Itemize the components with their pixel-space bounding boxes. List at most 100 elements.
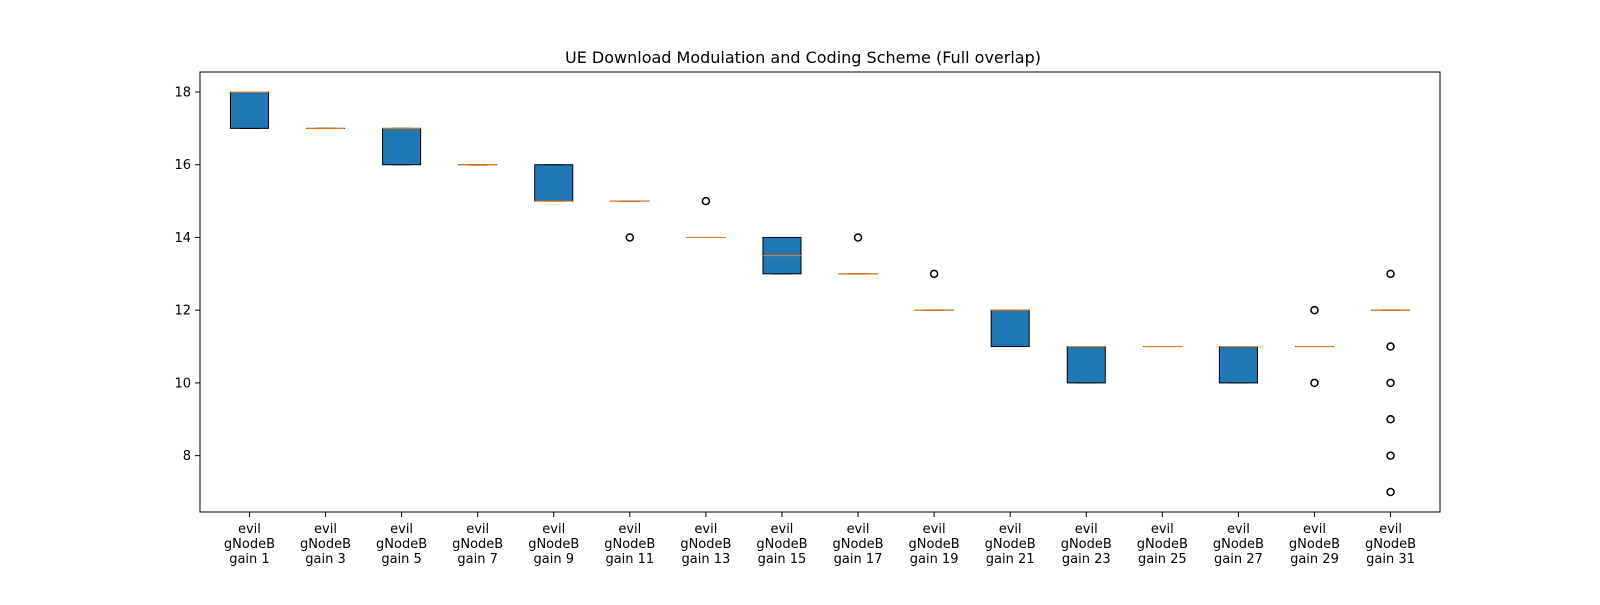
flier-point bbox=[1311, 379, 1318, 386]
flier-point bbox=[626, 234, 633, 241]
flier-point bbox=[702, 198, 709, 205]
x-tick-label-line: gain 29 bbox=[1290, 552, 1339, 567]
x-tick-label-line: gNodeB bbox=[452, 537, 503, 552]
y-tick-label: 18 bbox=[174, 86, 191, 101]
y-tick-label: 16 bbox=[174, 158, 191, 173]
x-tick-label-line: gain 11 bbox=[605, 552, 654, 567]
x-tick-label-line: gain 7 bbox=[457, 552, 497, 567]
x-tick-label-line: gNodeB bbox=[832, 537, 883, 552]
box-group bbox=[383, 128, 421, 164]
x-tick-label-line: evil bbox=[1151, 522, 1174, 537]
box-group bbox=[535, 165, 573, 201]
x-tick-label-line: evil bbox=[618, 522, 641, 537]
flier-point bbox=[931, 270, 938, 277]
x-tick-label-line: gNodeB bbox=[680, 537, 731, 552]
y-tick-label: 8 bbox=[183, 449, 191, 464]
box-group bbox=[687, 198, 725, 238]
x-tick-label-line: evil bbox=[923, 522, 946, 537]
chart-title: UE Download Modulation and Coding Scheme… bbox=[565, 48, 1041, 67]
x-tick-label-line: gain 31 bbox=[1366, 552, 1415, 567]
box-group bbox=[1372, 270, 1410, 495]
box bbox=[1067, 347, 1105, 383]
x-tick-label-line: evil bbox=[390, 522, 413, 537]
x-tick-label-line: evil bbox=[238, 522, 261, 537]
x-tick-label-line: gNodeB bbox=[224, 537, 275, 552]
x-tick-label-line: gain 27 bbox=[1214, 552, 1263, 567]
x-tick-label-line: gain 25 bbox=[1138, 552, 1187, 567]
x-tick-label-line: gNodeB bbox=[985, 537, 1036, 552]
flier-point bbox=[855, 234, 862, 241]
x-tick-label-line: gain 15 bbox=[758, 552, 807, 567]
box-group bbox=[763, 237, 801, 273]
x-tick-label-line: gNodeB bbox=[1289, 537, 1340, 552]
x-tick-label-line: evil bbox=[1227, 522, 1250, 537]
x-tick-label-line: gain 17 bbox=[834, 552, 883, 567]
x-tick-label-line: evil bbox=[1303, 522, 1326, 537]
x-tick-label-line: evil bbox=[847, 522, 870, 537]
box bbox=[383, 128, 421, 164]
x-tick-label-line: evil bbox=[466, 522, 489, 537]
x-tick-label-line: gNodeB bbox=[604, 537, 655, 552]
flier-point bbox=[1387, 343, 1394, 350]
y-axis: 8 10 12 14 16 18 bbox=[174, 86, 200, 465]
y-tick-label: 10 bbox=[174, 376, 191, 391]
x-tick-label-line: gNodeB bbox=[300, 537, 351, 552]
flier-point bbox=[1311, 307, 1318, 314]
x-tick-label-line: evil bbox=[542, 522, 565, 537]
x-tick-label-line: gain 9 bbox=[534, 552, 574, 567]
x-tick-label-line: gNodeB bbox=[1365, 537, 1416, 552]
x-tick-label-line: gNodeB bbox=[1137, 537, 1188, 552]
x-tick-label-line: gNodeB bbox=[528, 537, 579, 552]
box-marks bbox=[230, 92, 1409, 496]
flier-point bbox=[1387, 489, 1394, 496]
box-group bbox=[230, 92, 268, 128]
x-tick-label-line: gNodeB bbox=[1061, 537, 1112, 552]
x-tick-label-line: evil bbox=[314, 522, 337, 537]
x-tick-label-line: gNodeB bbox=[909, 537, 960, 552]
x-tick-label-line: evil bbox=[1379, 522, 1402, 537]
x-tick-label-line: evil bbox=[999, 522, 1022, 537]
y-tick-label: 14 bbox=[174, 231, 191, 246]
flier-point bbox=[1387, 416, 1394, 423]
y-tick-label: 12 bbox=[174, 304, 191, 319]
x-tick-label-line: evil bbox=[771, 522, 794, 537]
box-group bbox=[1295, 307, 1333, 387]
box bbox=[535, 165, 573, 201]
x-tick-label-line: gain 1 bbox=[229, 552, 269, 567]
flier-point bbox=[1387, 379, 1394, 386]
x-tick-label-line: gain 13 bbox=[682, 552, 731, 567]
x-tick-label-line: gNodeB bbox=[376, 537, 427, 552]
x-tick-label-line: gain 3 bbox=[305, 552, 345, 567]
x-tick-label-line: evil bbox=[694, 522, 717, 537]
box bbox=[230, 92, 268, 128]
x-tick-label-line: gain 5 bbox=[381, 552, 421, 567]
flier-point bbox=[1387, 270, 1394, 277]
box-group bbox=[991, 310, 1029, 346]
x-tick-label-line: gNodeB bbox=[1213, 537, 1264, 552]
box-group bbox=[915, 270, 953, 310]
box bbox=[991, 310, 1029, 346]
box bbox=[1219, 347, 1257, 383]
x-tick-label-line: gain 23 bbox=[1062, 552, 1111, 567]
box-group bbox=[1067, 347, 1105, 383]
x-tick-label-line: gNodeB bbox=[756, 537, 807, 552]
x-tick-label-line: gain 19 bbox=[910, 552, 959, 567]
